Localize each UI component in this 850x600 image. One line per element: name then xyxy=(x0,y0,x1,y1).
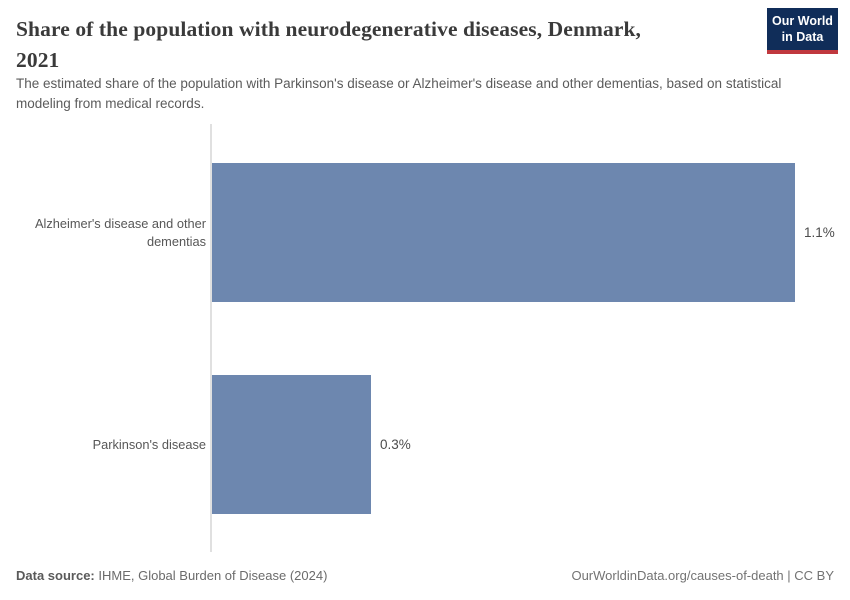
bar-label-alzheimers: Alzheimer's disease and other dementias xyxy=(34,216,206,249)
data-source-label: Data source: xyxy=(16,568,95,583)
y-axis-line xyxy=(210,124,212,552)
chart-title: Share of the population with neurodegene… xyxy=(16,14,746,75)
chart-footer: Data source: IHME, Global Burden of Dise… xyxy=(16,568,834,583)
bar-row-parkinsons: 0.3% xyxy=(212,375,411,514)
data-source-text: IHME, Global Burden of Disease (2024) xyxy=(94,568,328,583)
bar-label-parkinsons: Parkinson's disease xyxy=(92,436,206,452)
bar-parkinsons[interactable] xyxy=(212,375,371,514)
owid-logo-line2: in Data xyxy=(781,29,824,44)
bar-value-parkinsons: 0.3% xyxy=(380,437,411,452)
owid-logo-line1: Our World xyxy=(772,14,833,28)
bar-alzheimers[interactable] xyxy=(212,163,795,302)
bar-value-alzheimers: 1.1% xyxy=(804,225,835,240)
bar-row-alzheimers: 1.1% xyxy=(212,163,835,302)
chart-title-line2: 2021 xyxy=(16,47,60,72)
chart-title-line1: Share of the population with neurodegene… xyxy=(16,17,642,41)
data-source-note: Data source: IHME, Global Burden of Dise… xyxy=(16,568,327,583)
owid-logo[interactable]: Our World in Data xyxy=(767,8,838,55)
chart-subtitle: The estimated share of the population wi… xyxy=(16,76,782,112)
owid-url-link[interactable]: OurWorldinData.org/causes-of-death | CC … xyxy=(571,568,834,583)
